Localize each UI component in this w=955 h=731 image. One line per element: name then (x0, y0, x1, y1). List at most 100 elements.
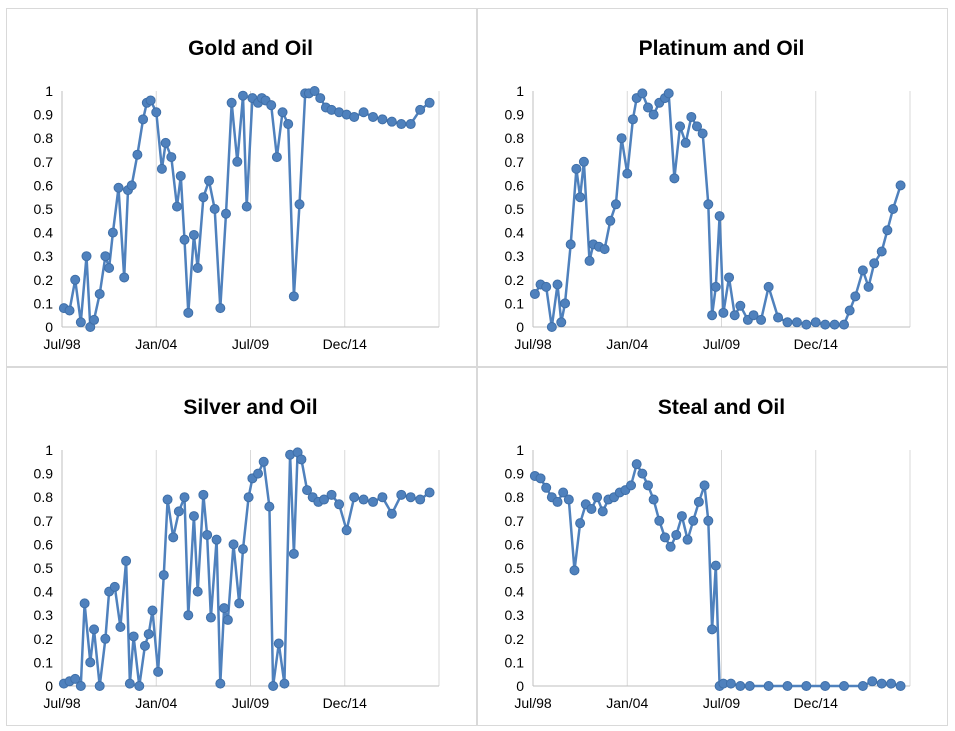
data-point (232, 156, 243, 167)
data-point (584, 255, 595, 266)
data-point (107, 227, 118, 238)
data-point (386, 508, 397, 519)
data-point (648, 109, 659, 120)
data-point (763, 681, 774, 691)
data-point (642, 102, 653, 113)
x-tick-label: Dec/14 (794, 336, 839, 352)
data-point (183, 307, 194, 318)
data-point (302, 485, 313, 496)
y-tick-label: 0.9 (505, 107, 525, 123)
chart-svg: Steal and Oil Jul/98 Jan/04 Jul/09 Dec/14 0 0.… (505, 396, 911, 711)
data-point (857, 681, 868, 691)
y-tick-label: 0 (516, 678, 524, 694)
data-point (134, 681, 145, 691)
data-point (571, 163, 582, 174)
data-point (104, 263, 115, 273)
data-point (405, 119, 416, 130)
data-point (220, 208, 231, 219)
data-point (415, 494, 426, 505)
data-point (869, 258, 880, 269)
data-point (126, 180, 137, 191)
data-point (219, 603, 230, 614)
data-point (89, 314, 100, 325)
y-tick-label: 0.5 (505, 201, 525, 217)
data-point (156, 163, 167, 174)
y-tick-label: 0.7 (34, 513, 54, 529)
data-point (675, 121, 686, 132)
data-point (166, 152, 177, 163)
data-point (691, 121, 702, 132)
y-tick-label: 0.6 (505, 536, 525, 552)
data-point (319, 494, 330, 505)
y-tick-label: 0.8 (34, 130, 54, 146)
data-point (70, 673, 81, 684)
data-point (75, 681, 86, 691)
y-tick-label: 1 (45, 83, 53, 99)
data-point (552, 279, 563, 290)
data-point (626, 480, 637, 491)
data-point (895, 180, 906, 191)
data-point (145, 95, 156, 106)
data-point (279, 678, 290, 689)
data-point (782, 317, 793, 328)
data-point (258, 456, 269, 467)
data-point (707, 310, 718, 321)
data-point (415, 104, 426, 115)
data-point (377, 114, 388, 125)
data-point (271, 152, 282, 163)
data-point (109, 581, 120, 592)
data-point (810, 317, 821, 328)
data-point (266, 100, 277, 111)
data-point (121, 555, 132, 566)
data-point (283, 119, 294, 130)
y-tick-label: 1 (516, 83, 524, 99)
y-tick-label: 0.9 (505, 466, 525, 482)
data-point (70, 274, 81, 285)
data-point (552, 496, 563, 507)
data-point (94, 681, 105, 691)
data-point (183, 610, 194, 621)
chart-panel-gold: Gold and Oil Jul/98 Jan/04 Jul/09 Dec/14 0 0.1… (6, 8, 477, 367)
data-point (714, 211, 725, 222)
data-point (153, 666, 164, 677)
chart-panel-platinum: Platinum and Oil Jul/98 Jan/04 Jul/09 Dec/14… (477, 8, 948, 367)
data-point (688, 515, 699, 526)
chart-title: Steal and Oil (658, 396, 785, 419)
data-point (616, 133, 627, 144)
data-point (188, 511, 199, 522)
data-point (707, 624, 718, 635)
data-point (234, 598, 245, 609)
y-tick-label: 0.9 (34, 107, 54, 123)
data-point (215, 678, 226, 689)
data-point (659, 532, 670, 543)
data-point (844, 305, 855, 316)
data-point (202, 529, 213, 540)
data-point (546, 322, 557, 332)
data-point (863, 281, 874, 292)
data-point (124, 678, 135, 689)
x-tick-label: Jul/98 (43, 336, 81, 352)
data-point (599, 244, 610, 255)
chart-panel-silver: Silver and Oil Jul/98 Jan/04 Jul/09 Dec/14 0 0… (6, 367, 477, 726)
y-tick-label: 0.4 (34, 225, 54, 241)
data-point (277, 107, 288, 118)
data-point (592, 492, 603, 503)
data-point (75, 317, 86, 328)
data-point (204, 175, 215, 186)
data-point (756, 314, 767, 325)
x-tick-label: Jan/04 (135, 695, 177, 711)
data-point (642, 480, 653, 491)
data-point (735, 681, 746, 691)
data-point (358, 107, 369, 118)
data-point (205, 612, 216, 623)
data-point (143, 629, 154, 640)
data-point (192, 263, 203, 273)
data-point (349, 492, 360, 503)
data-point (128, 631, 139, 642)
data-point (115, 622, 126, 632)
data-point (744, 681, 755, 691)
y-tick-label: 0.7 (505, 513, 525, 529)
data-point (296, 454, 307, 465)
data-point (315, 93, 326, 104)
data-point (171, 201, 182, 212)
